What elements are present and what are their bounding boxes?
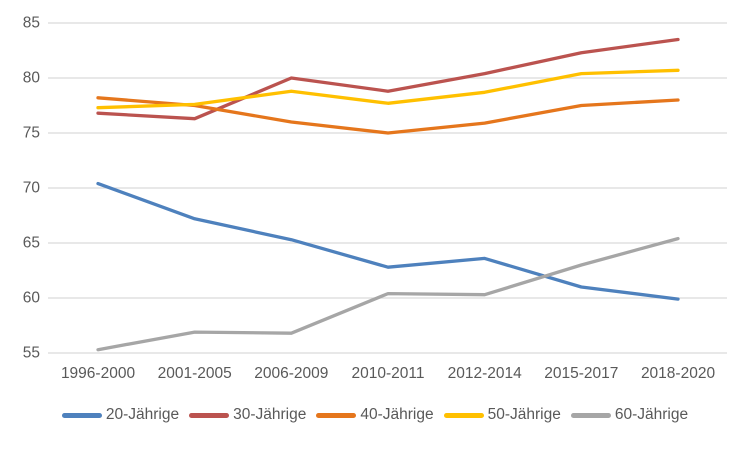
legend-item: 50-Jährige bbox=[443, 406, 561, 424]
legend-label: 30-Jährige bbox=[233, 406, 307, 423]
x-axis-labels: 1996-2000 2001-2005 2006-2009 2010-2011 2012… bbox=[61, 365, 716, 382]
series-line bbox=[96, 37, 680, 121]
y-axis-tick-label: 80 bbox=[23, 70, 41, 87]
y-axis-tick-label: 70 bbox=[23, 180, 41, 197]
legend-swatch-icon bbox=[189, 412, 230, 418]
x-axis-tick-label: 2015-2017 bbox=[544, 365, 618, 382]
legend-item: 30-Jährige bbox=[189, 406, 306, 424]
legend-swatch-icon bbox=[443, 412, 484, 418]
series-line bbox=[96, 236, 680, 352]
legend-swatch-icon bbox=[61, 412, 102, 418]
legend-item: 40-Jährige bbox=[316, 406, 434, 424]
series-line bbox=[96, 68, 680, 110]
series-lines bbox=[96, 37, 680, 352]
series-line bbox=[96, 181, 680, 301]
y-axis-tick-label: 65 bbox=[23, 235, 40, 252]
legend-item: 60-Jährige bbox=[570, 406, 689, 424]
legend-swatch-icon bbox=[570, 412, 611, 418]
x-axis-tick-label: 2010-2011 bbox=[352, 365, 425, 382]
y-axis-tick-label: 60 bbox=[23, 290, 41, 307]
y-axis-labels: 55 60 65 70 75 80 85 bbox=[23, 15, 41, 362]
y-axis-tick-label: 55 bbox=[23, 345, 40, 362]
legend-item: 20-Jährige bbox=[61, 406, 180, 424]
legend-label: 50-Jährige bbox=[487, 406, 561, 423]
x-axis-tick-label: 2018-2020 bbox=[641, 365, 716, 382]
x-axis-tick-label: 2001-2005 bbox=[158, 365, 232, 382]
x-axis-tick-label: 2012-2014 bbox=[448, 365, 523, 382]
y-axis-tick-label: 75 bbox=[23, 125, 40, 142]
legend: 20-Jährige 30-Jährige 40-Jährige 50-Jährige… bbox=[0, 406, 750, 424]
legend-label: 60-Jährige bbox=[614, 406, 689, 423]
x-axis-tick-label: 2006-2009 bbox=[254, 365, 328, 382]
x-axis-tick-label: 1996-2000 bbox=[61, 365, 136, 382]
y-axis-tick-label: 85 bbox=[23, 15, 40, 32]
legend-swatch-icon bbox=[316, 412, 357, 418]
legend-label: 20-Jährige bbox=[105, 406, 180, 423]
legend-label: 40-Jährige bbox=[360, 406, 434, 423]
